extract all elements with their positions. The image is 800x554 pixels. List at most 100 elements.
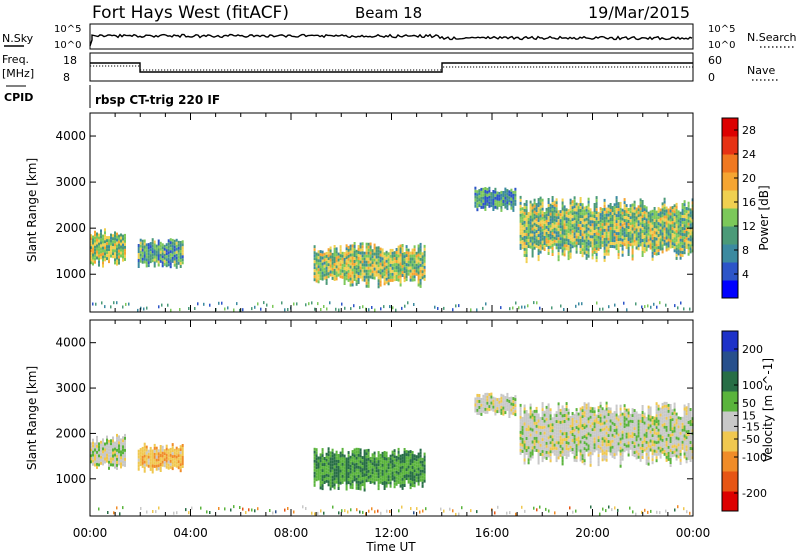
echo-cell (321, 481, 324, 485)
echo-cell (389, 272, 392, 276)
echo-cell (567, 227, 570, 231)
echo-cell (565, 211, 568, 215)
echo-cell (641, 453, 644, 456)
echo-cell (683, 212, 686, 216)
echo-cell (482, 400, 485, 404)
echo-cell (333, 260, 336, 263)
echo-cell (615, 202, 618, 206)
echo-cell (337, 484, 340, 487)
echo-cell (595, 196, 598, 200)
echo-cell (613, 447, 616, 451)
echo-cell (553, 446, 556, 450)
echo-cell (419, 463, 422, 467)
echo-cell (339, 478, 342, 482)
echo-cell (549, 224, 552, 228)
echo-cell (519, 436, 522, 440)
echo-cell (539, 446, 542, 450)
echo-cell (377, 481, 380, 485)
echo-cell (139, 253, 142, 257)
echo-cell (347, 451, 350, 455)
echo-cell (639, 213, 642, 217)
echo-cell (102, 438, 104, 442)
echo-cell (415, 479, 418, 483)
echo-cell (411, 251, 414, 255)
echo-cell (407, 459, 410, 463)
echo-cell (96, 438, 98, 442)
noise-cell (689, 307, 691, 311)
echo-cell (537, 419, 540, 423)
echo-cell (573, 416, 576, 420)
echo-cell (617, 217, 620, 221)
echo-cell (557, 414, 560, 418)
echo-cell (649, 243, 652, 247)
echo-cell (100, 238, 102, 242)
noise-cell (500, 306, 502, 310)
echo-cell (331, 463, 334, 467)
echo-cell (317, 250, 320, 254)
echo-cell (633, 442, 636, 446)
echo-cell (409, 483, 412, 487)
echo-cell (159, 466, 162, 469)
echo-cell (137, 455, 140, 459)
echo-cell (369, 257, 372, 261)
echo-cell (421, 475, 424, 479)
echo-cell (531, 422, 534, 426)
echo-cell (555, 453, 558, 457)
echo-cell (329, 487, 332, 491)
echo-cell (521, 428, 524, 432)
echo-cell (357, 480, 360, 484)
echo-cell (407, 480, 410, 484)
echo-cell (381, 272, 384, 276)
echo-cell (181, 243, 184, 247)
echo-cell (541, 222, 544, 226)
echo-cell (557, 447, 560, 451)
echo-cell (547, 403, 550, 407)
echo-cell (371, 249, 374, 253)
echo-cell (397, 456, 400, 460)
echo-cell (508, 403, 511, 406)
echo-cell (581, 236, 584, 240)
echo-cell (502, 194, 505, 197)
echo-cell (161, 264, 164, 268)
echo-cell (357, 483, 360, 487)
echo-cell (383, 276, 386, 280)
echo-cell (359, 484, 362, 488)
echo-cell (555, 210, 558, 214)
echo-cell (567, 224, 570, 228)
echo-cell (587, 444, 590, 448)
echo-cell (171, 250, 174, 254)
echo-cell (167, 460, 170, 464)
echo-cell (537, 437, 540, 441)
echo-cell (353, 242, 356, 245)
echo-cell (478, 195, 481, 199)
echo-cell (321, 472, 324, 476)
echo-cell (347, 266, 350, 270)
echo-cell (393, 482, 396, 486)
echo-cell (645, 422, 648, 426)
echo-cell (415, 269, 418, 273)
echo-cell (521, 210, 524, 214)
echo-cell (559, 408, 562, 412)
echo-cell (611, 424, 614, 428)
echo-cell (575, 232, 578, 236)
echo-cell (649, 406, 652, 410)
echo-cell (108, 257, 110, 261)
echo-cell (141, 452, 144, 456)
echo-cell (319, 259, 322, 263)
echo-cell (151, 253, 154, 257)
echo-cell (102, 459, 104, 463)
echo-cell (349, 470, 352, 474)
echo-cell (563, 238, 566, 242)
echo-cell (607, 207, 610, 211)
echo-cell (643, 418, 646, 422)
echo-cell (373, 451, 376, 455)
echo-cell (353, 466, 356, 470)
echo-cell (100, 449, 102, 453)
echo-cell (153, 446, 156, 450)
echo-cell (98, 260, 100, 264)
echo-cell (609, 236, 612, 239)
echo-cell (679, 226, 682, 230)
echo-cell (661, 208, 664, 212)
echo-cell (581, 242, 584, 246)
echo-cell (539, 452, 542, 456)
